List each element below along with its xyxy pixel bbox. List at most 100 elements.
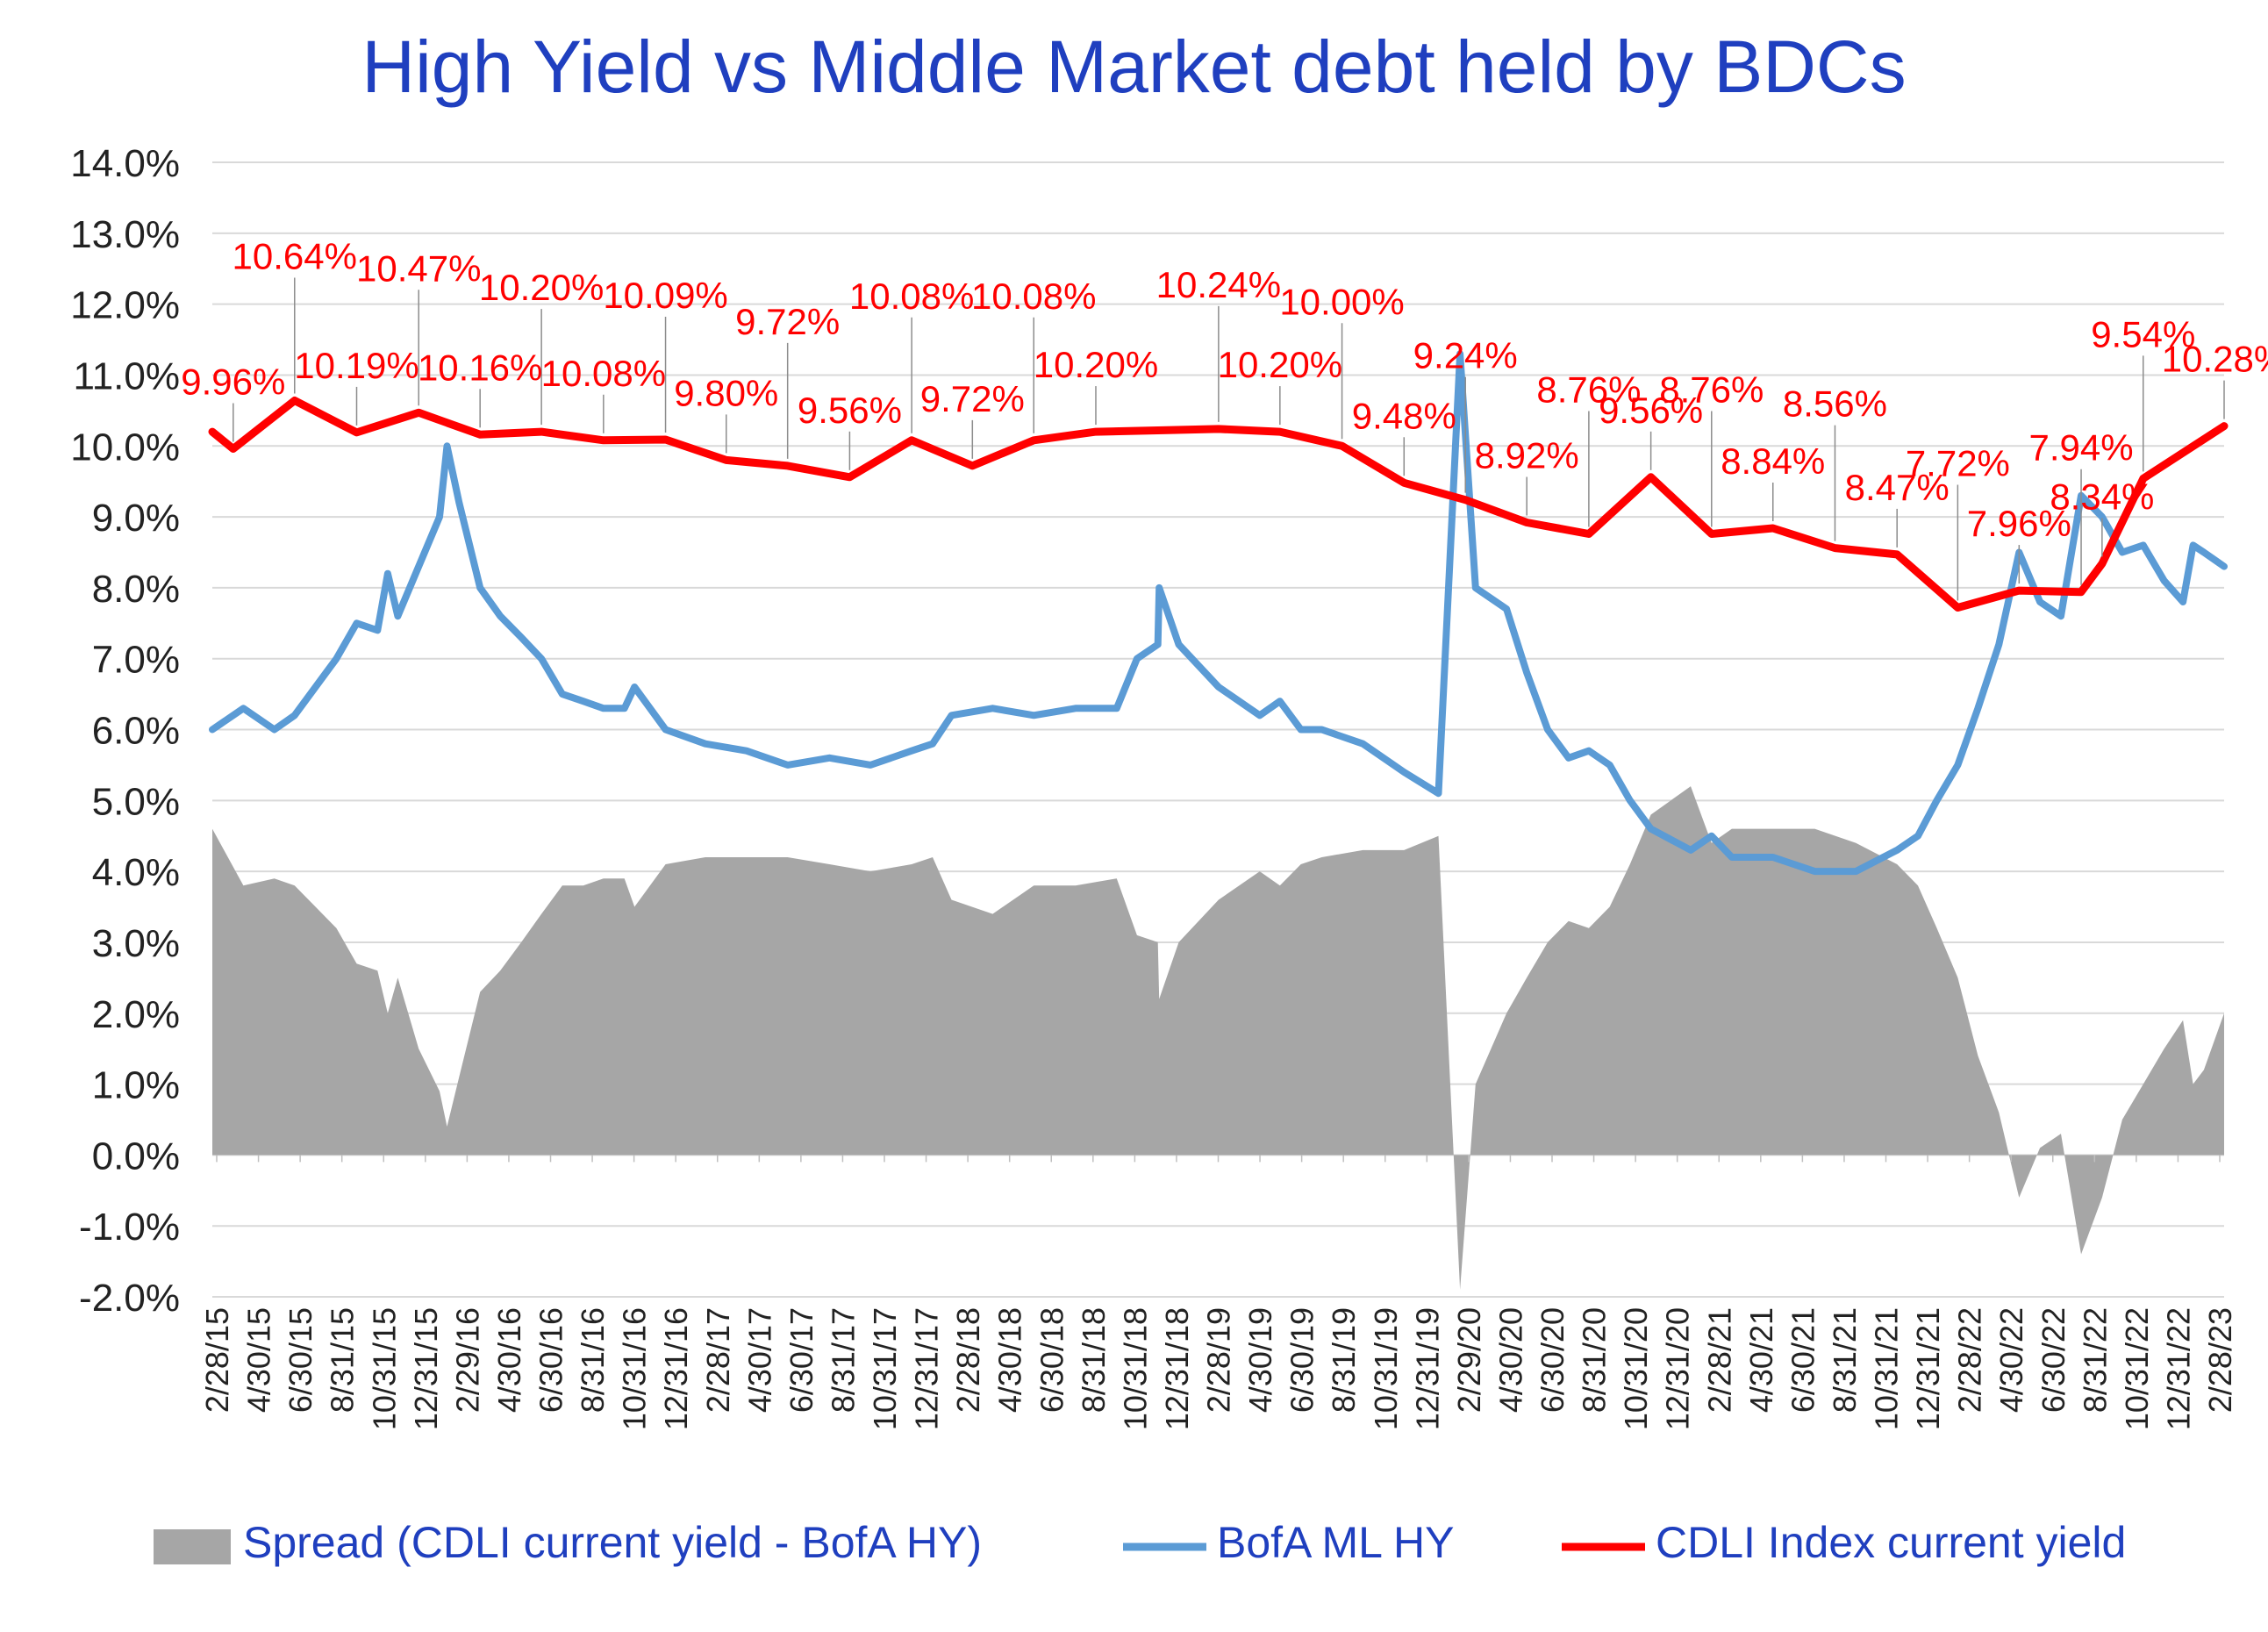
x-tick-label: 12/31/19 xyxy=(1409,1307,1445,1430)
x-tick-label: 4/30/19 xyxy=(1242,1307,1278,1413)
x-tick-label: 12/31/17 xyxy=(909,1307,945,1430)
x-tick-label: 6/30/19 xyxy=(1284,1307,1320,1413)
cdli-data-label: 10.09% xyxy=(603,275,727,316)
y-tick-label: 7.0% xyxy=(92,639,180,682)
legend-label: BofA ML HY xyxy=(1217,1518,1454,1567)
x-tick-label: 2/28/22 xyxy=(1952,1307,1988,1413)
x-tick-label: 8/31/16 xyxy=(575,1307,611,1413)
x-tick-label: 4/30/18 xyxy=(992,1307,1028,1413)
x-tick-label: 12/31/16 xyxy=(658,1307,694,1430)
x-tick-label: 2/29/16 xyxy=(449,1307,485,1413)
x-tick-label: 12/31/15 xyxy=(408,1307,444,1430)
x-tick-label: 4/30/21 xyxy=(1743,1307,1779,1413)
cdli-data-label: 7.96% xyxy=(1967,503,2071,544)
cdli-data-label: 9.80% xyxy=(674,372,778,413)
y-tick-label: -2.0% xyxy=(79,1277,180,1320)
bofa-line-layer xyxy=(209,350,2228,876)
x-tick-label: 10/31/22 xyxy=(2119,1307,2155,1430)
legend-swatch-spread xyxy=(154,1529,231,1564)
cdli-data-label: 10.47% xyxy=(356,247,481,289)
bofa-ml-hy-line xyxy=(209,350,2228,876)
y-tick-label: 1.0% xyxy=(92,1064,180,1107)
y-tick-label: 0.0% xyxy=(92,1135,180,1177)
x-tick-label: 12/31/21 xyxy=(1910,1307,1946,1430)
x-tick-label: 8/31/17 xyxy=(825,1307,861,1413)
x-tick-label: 2/28/17 xyxy=(700,1307,736,1413)
y-tick-label: 14.0% xyxy=(70,142,180,185)
spread-area-layer xyxy=(212,786,2224,1290)
legend-label: CDLI Index current yield xyxy=(1656,1518,2126,1567)
x-tick-label: 10/31/17 xyxy=(867,1307,903,1430)
cdli-data-label: 10.64% xyxy=(233,236,357,277)
cdli-data-label: 7.72% xyxy=(1906,443,2010,484)
y-tick-label: 13.0% xyxy=(70,213,180,256)
x-tick-label: 10/31/18 xyxy=(1117,1307,1153,1430)
cdli-data-label: 10.08% xyxy=(541,353,666,394)
legend-label: Spread (CDLI current yield - BofA HY) xyxy=(243,1518,982,1567)
y-tick-label: 12.0% xyxy=(70,284,180,327)
x-tick-label: 8/31/22 xyxy=(2077,1307,2113,1413)
x-tick-label: 10/31/16 xyxy=(617,1307,653,1430)
x-tick-label: 2/28/23 xyxy=(2202,1307,2238,1413)
x-tick-label: 8/31/15 xyxy=(325,1307,361,1413)
cdli-data-label: 10.28% xyxy=(2162,339,2268,380)
cdli-data-label: 9.96% xyxy=(181,361,285,402)
x-tick-label: 6/30/22 xyxy=(2035,1307,2071,1413)
cdli-data-label: 8.84% xyxy=(1721,440,1825,482)
y-tick-label: 10.0% xyxy=(70,426,180,469)
x-tick-label: 8/31/19 xyxy=(1326,1307,1362,1413)
x-tick-label: 4/30/22 xyxy=(1993,1307,2029,1413)
y-tick-label: -1.0% xyxy=(79,1206,180,1249)
y-tick-label: 3.0% xyxy=(92,922,180,965)
y-tick-label: 4.0% xyxy=(92,851,180,894)
x-tick-label: 10/31/19 xyxy=(1368,1307,1404,1430)
cdli-data-label: 8.76% xyxy=(1536,369,1641,410)
x-tick-label: 2/28/18 xyxy=(950,1307,986,1413)
cdli-data-label: 9.72% xyxy=(920,378,1025,419)
y-tick-label: 6.0% xyxy=(92,710,180,753)
y-tick-label: 11.0% xyxy=(74,354,181,397)
x-tick-label: 6/30/15 xyxy=(283,1307,318,1413)
cdli-data-label: 9.24% xyxy=(1413,335,1518,376)
cdli-data-label: 8.47% xyxy=(1845,467,1950,508)
cdli-data-label: 10.20% xyxy=(1218,344,1342,385)
x-tick-label: 10/31/15 xyxy=(366,1307,402,1430)
x-tick-label: 8/31/18 xyxy=(1076,1307,1112,1413)
label-leaders xyxy=(233,277,2225,601)
x-tick-label: 8/31/20 xyxy=(1577,1307,1613,1413)
cdli-data-label: 10.00% xyxy=(1279,281,1404,322)
y-tick-label: 8.0% xyxy=(92,568,180,611)
cdli-data-label: 9.56% xyxy=(798,390,902,431)
y-tick-label: 9.0% xyxy=(92,497,180,540)
cdli-line-layer xyxy=(208,397,2229,612)
x-tick-label: 4/30/17 xyxy=(741,1307,777,1413)
x-tick-label: 10/31/21 xyxy=(1869,1307,1905,1430)
cdli-data-label: 10.20% xyxy=(1034,344,1158,385)
legend: Spread (CDLI current yield - BofA HY) Bof… xyxy=(154,1518,2126,1567)
cdli-data-label: 8.92% xyxy=(1475,435,1579,476)
y-tick-label: 2.0% xyxy=(92,993,180,1036)
cdli-index-line xyxy=(208,397,2229,612)
cdli-data-label: 10.08% xyxy=(849,276,974,317)
x-tick-label: 10/31/20 xyxy=(1618,1307,1654,1430)
x-tick-label: 6/30/18 xyxy=(1034,1307,1070,1413)
cdli-data-label: 10.20% xyxy=(479,267,604,308)
x-tick-label: 4/30/20 xyxy=(1492,1307,1528,1413)
cdli-data-label: 9.54% xyxy=(2091,313,2195,354)
cdli-data-label: 10.19% xyxy=(294,345,419,386)
x-tick-label: 2/29/20 xyxy=(1451,1307,1487,1413)
x-tick-label: 2/28/19 xyxy=(1201,1307,1237,1413)
x-tick-label: 8/31/21 xyxy=(1827,1307,1863,1413)
x-tick-label: 6/30/17 xyxy=(783,1307,819,1413)
cdli-data-label: 9.48% xyxy=(1352,395,1456,436)
cdli-data-label: 9.56% xyxy=(1599,390,1703,431)
x-tick-label: 6/30/20 xyxy=(1535,1307,1570,1413)
x-tick-label: 12/31/18 xyxy=(1159,1307,1195,1430)
spread-area xyxy=(212,786,2224,1290)
x-tick-label: 4/30/16 xyxy=(491,1307,527,1413)
x-tick-label: 12/31/20 xyxy=(1660,1307,1696,1430)
data-labels: 9.96% 10.64% 10.19% 10.47% 10.16% 10.20% 10.08… xyxy=(181,236,2268,545)
x-tick-label: 12/31/22 xyxy=(2160,1307,2196,1430)
